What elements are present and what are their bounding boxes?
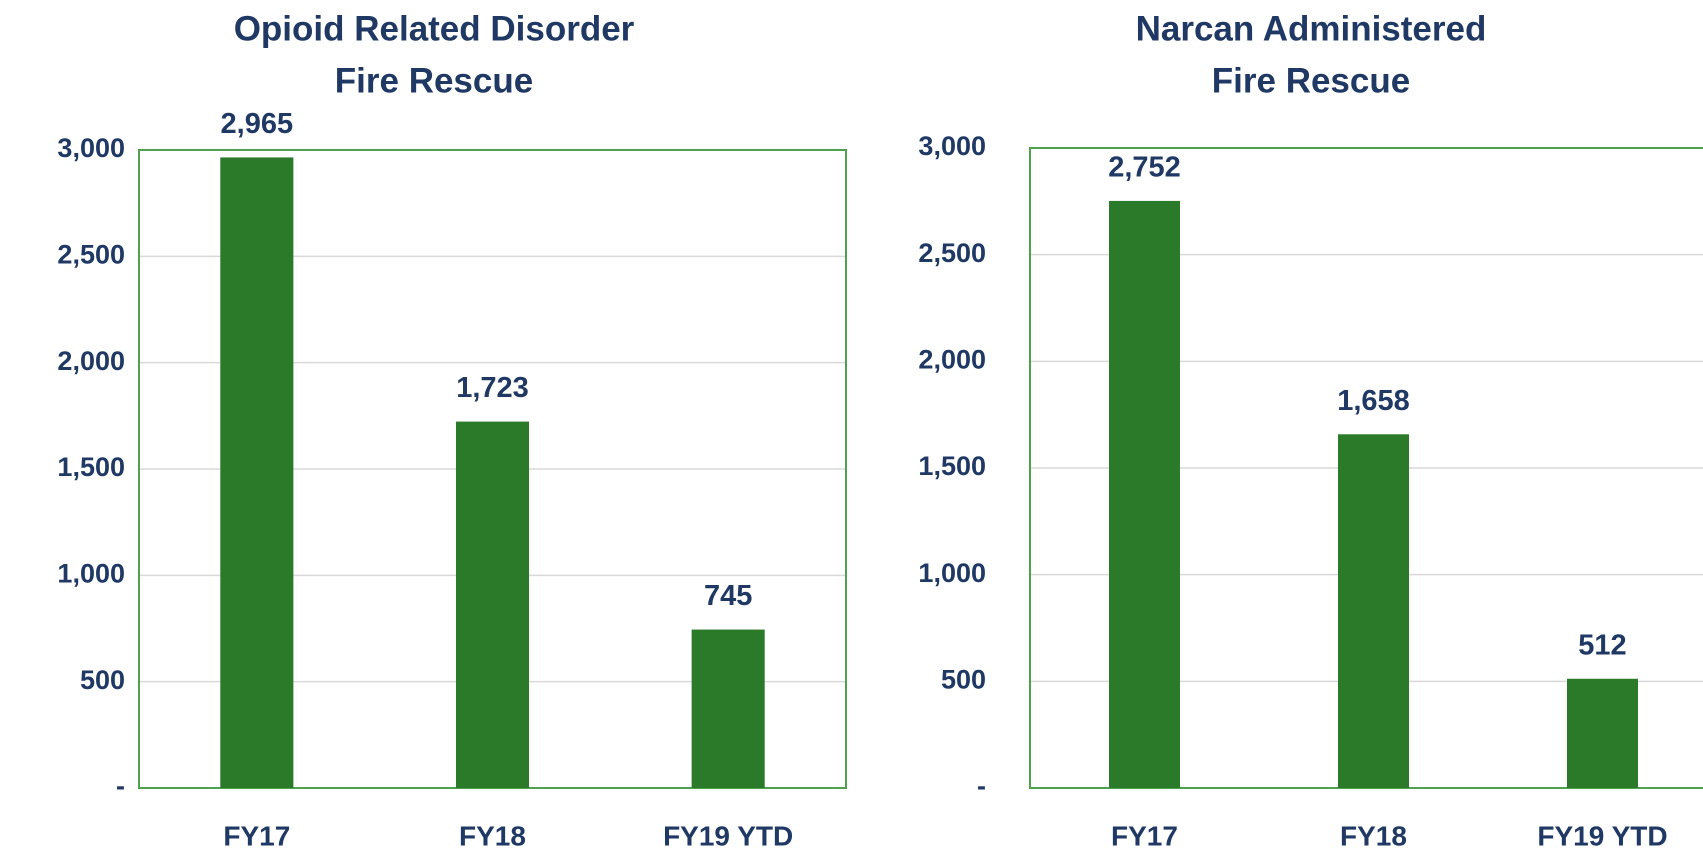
bar — [691, 629, 765, 788]
y-tick-label: 1,500 — [57, 452, 125, 482]
data-label: 745 — [704, 580, 752, 612]
chart-title: Narcan Administered — [1136, 9, 1487, 48]
y-tick-label: 1,000 — [918, 558, 986, 588]
data-label: 1,723 — [456, 372, 529, 404]
data-label: 1,658 — [1337, 385, 1410, 417]
bar — [1338, 434, 1409, 788]
bar — [1109, 200, 1180, 788]
y-tick-label: 1,000 — [57, 558, 125, 588]
y-tick-label: 2,500 — [57, 239, 125, 269]
y-tick-label: - — [977, 771, 986, 801]
x-tick-label: FY18 — [1340, 820, 1407, 851]
y-tick-label: 1,500 — [918, 451, 986, 481]
data-label: 2,752 — [1108, 152, 1181, 184]
data-label: 512 — [1578, 629, 1626, 661]
bar — [455, 421, 530, 788]
x-tick-label: FY18 — [459, 820, 526, 851]
y-tick-label: - — [116, 771, 125, 801]
bar — [220, 157, 294, 788]
y-tick-label: 3,000 — [57, 133, 125, 163]
x-tick-label: FY17 — [1111, 820, 1178, 851]
y-tick-label: 2,500 — [918, 238, 986, 268]
data-label: 2,965 — [221, 108, 294, 140]
y-tick-label: 500 — [80, 665, 125, 695]
y-tick-label: 500 — [941, 664, 986, 694]
x-tick-label: FY17 — [223, 820, 290, 851]
chart-title: Opioid Related Disorder — [234, 9, 635, 48]
y-tick-label: 2,000 — [57, 346, 125, 376]
y-tick-label: 3,000 — [918, 131, 986, 161]
x-tick-label: FY19 YTD — [663, 820, 793, 851]
chart-subtitle: Fire Rescue — [1212, 61, 1410, 100]
bar — [1567, 678, 1638, 788]
x-tick-label: FY19 YTD — [1537, 820, 1667, 851]
chart-subtitle: Fire Rescue — [335, 61, 533, 100]
y-tick-label: 2,000 — [918, 344, 986, 374]
